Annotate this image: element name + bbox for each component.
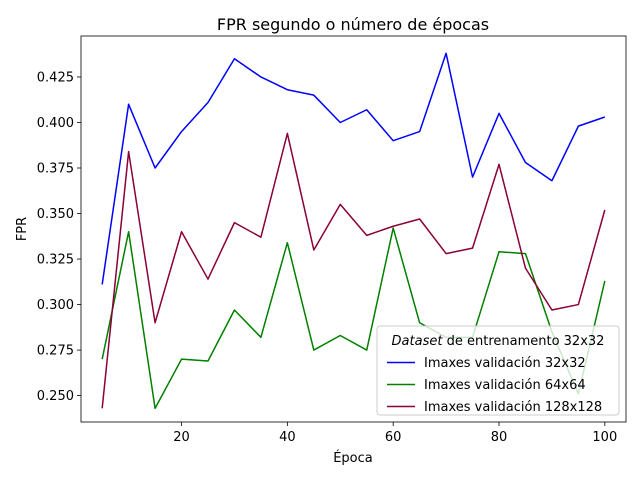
plot-area: 20 40 60 80 100 0.250 0.275 0.300 0.325 0.350 0.37… bbox=[37, 35, 627, 445]
y-tick-label: 0.400 bbox=[37, 116, 74, 131]
legend-title: Dataset de entrenamento 32x32 bbox=[392, 334, 605, 349]
y-tick-label: 0.250 bbox=[37, 389, 74, 404]
x-axis-title: Época bbox=[333, 450, 373, 466]
plot-frame bbox=[80, 35, 627, 423]
x-tick-label: 100 bbox=[592, 430, 617, 445]
legend-box bbox=[376, 325, 620, 416]
y-axis-title: FPR bbox=[15, 217, 30, 241]
series-line-3 bbox=[101, 132, 606, 409]
x-tick-label: 80 bbox=[491, 430, 508, 445]
legend-entry-label: Imaxes validación 64x64 bbox=[424, 378, 586, 393]
legend-entry-label: Imaxes validación 32x32 bbox=[424, 356, 586, 371]
series-line-1 bbox=[101, 52, 606, 285]
y-tick-label: 0.325 bbox=[37, 253, 74, 268]
legend-entry-label: Imaxes validación 128x128 bbox=[424, 400, 602, 415]
x-tick-label: 20 bbox=[173, 430, 190, 445]
y-tick-label: 0.275 bbox=[37, 344, 74, 359]
legend: Dataset de entrenamento 32x32 Imaxes vali… bbox=[376, 325, 620, 416]
chart-title: FPR segundo o número de épocas bbox=[217, 15, 489, 34]
y-tick-label: 0.375 bbox=[37, 162, 74, 177]
legend-title-rest: de entrenamento 32x32 bbox=[442, 334, 604, 349]
y-tick-label: 0.300 bbox=[37, 298, 74, 313]
legend-title-italic: Dataset bbox=[392, 334, 444, 349]
y-tick-label: 0.350 bbox=[37, 207, 74, 222]
x-tick-label: 40 bbox=[279, 430, 296, 445]
y-tick-label: 0.425 bbox=[37, 70, 74, 85]
x-tick-label: 60 bbox=[385, 430, 402, 445]
